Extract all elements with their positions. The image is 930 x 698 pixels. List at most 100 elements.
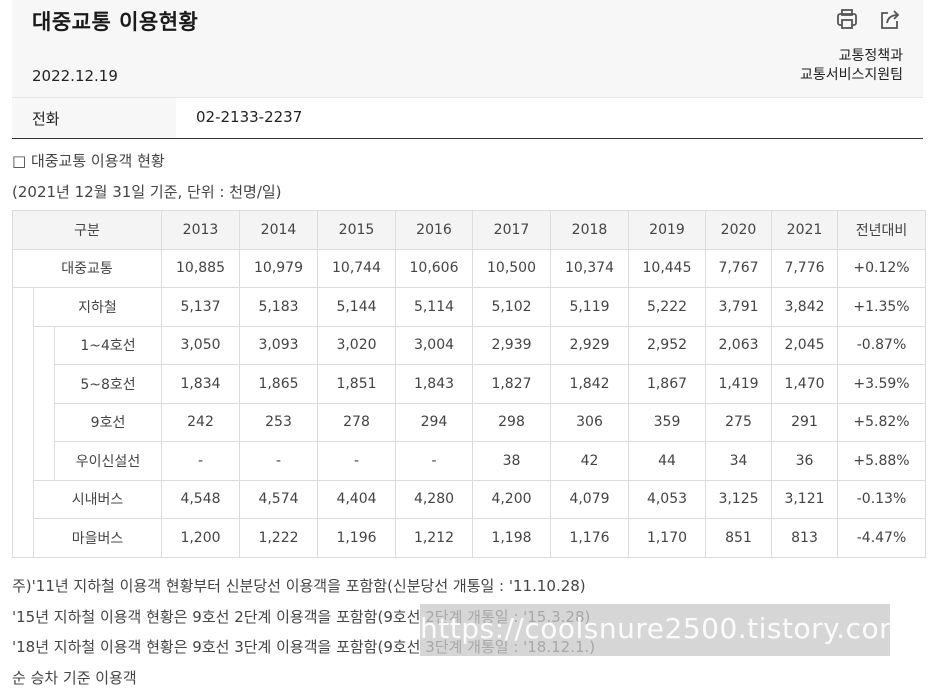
table-cell: 10,744 <box>317 248 396 288</box>
table-cell: 1,842 <box>550 364 629 404</box>
table-cell: -0.87% <box>837 325 926 365</box>
row-label: 9호선 <box>54 402 162 442</box>
header-cell: 2013 <box>161 210 240 250</box>
section-title: □ 대중교통 이용객 현황 <box>12 152 165 170</box>
table-cell: 3,121 <box>771 479 838 519</box>
table-cell: 10,885 <box>161 248 240 288</box>
watermark-text: https://coolsnure2500.tistory.com <box>420 612 907 645</box>
header-cell: 2015 <box>317 210 396 250</box>
table-cell: - <box>395 441 473 481</box>
table-cell: 7,767 <box>705 248 772 288</box>
table-cell: - <box>161 441 240 481</box>
header-cell: 2018 <box>550 210 629 250</box>
share-icon[interactable] <box>877 6 903 32</box>
table-row: 우이신설선 - - - - 38 42 44 34 36 +5.88% <box>13 441 926 481</box>
table-cell: 7,776 <box>771 248 838 288</box>
row-label: 마을버스 <box>33 518 162 558</box>
contact-row: 전화 02-2133-2237 <box>12 97 923 139</box>
department-info: 교통정책과 교통서비스지원팀 <box>800 47 903 85</box>
header-cell: 2014 <box>239 210 318 250</box>
header-cell: 2021 <box>771 210 838 250</box>
table-cell: 242 <box>161 402 240 442</box>
table-cell: 3,125 <box>705 479 772 519</box>
table-cell: +3.59% <box>837 364 926 404</box>
row-label: 지하철 <box>33 287 162 327</box>
table-cell: 34 <box>705 441 772 481</box>
table-cell: 1,419 <box>705 364 772 404</box>
table-cell: 1,867 <box>628 364 706 404</box>
table-row: 시내버스 4,548 4,574 4,404 4,280 4,200 4,079… <box>13 479 926 519</box>
table-row: 5~8호선 1,834 1,865 1,851 1,843 1,827 1,84… <box>13 364 926 404</box>
table-cell: +5.88% <box>837 441 926 481</box>
page-header: 대중교통 이용현황 2022.12.19 교통정책과 교통서비스지원팀 <box>12 0 923 97</box>
page-title: 대중교통 이용현황 <box>32 10 199 34</box>
table-cell: 253 <box>239 402 318 442</box>
table-cell: 3,842 <box>771 287 838 327</box>
table-cell: 278 <box>317 402 396 442</box>
table-cell: +5.82% <box>837 402 926 442</box>
table-cell: 2,063 <box>705 325 772 365</box>
table-cell: - <box>317 441 396 481</box>
header-cell: 2017 <box>472 210 551 250</box>
table-cell: 44 <box>628 441 706 481</box>
table-cell: 1,170 <box>628 518 706 558</box>
post-date: 2022.12.19 <box>32 67 118 85</box>
table-cell: 275 <box>705 402 772 442</box>
table-row: 지하철 5,137 5,183 5,144 5,114 5,102 5,119 … <box>12 287 926 558</box>
table-cell: 1,834 <box>161 364 240 404</box>
table-cell: 10,374 <box>550 248 629 288</box>
table-cell: 1,851 <box>317 364 396 404</box>
table-cell: -4.47% <box>837 518 926 558</box>
department-name: 교통정책과 <box>838 48 903 64</box>
table-header-row: 구분 2013 2014 2015 2016 2017 2018 2019 20… <box>12 210 926 250</box>
table-cell: 10,979 <box>239 248 318 288</box>
phone-label-cell: 전화 <box>12 98 176 138</box>
table-cell: 5,222 <box>628 287 706 327</box>
table-cell: 10,500 <box>472 248 551 288</box>
table-cell: 3,020 <box>317 325 396 365</box>
table-row: 대중교통 10,885 10,979 10,744 10,606 10,500 … <box>12 248 926 288</box>
table-row: 9호선 242 253 278 294 298 306 359 275 291 … <box>13 402 926 442</box>
table-cell: +1.35% <box>837 287 926 327</box>
table-cell: 298 <box>472 402 551 442</box>
table-cell: 1,212 <box>395 518 473 558</box>
table-row: 마을버스 1,200 1,222 1,196 1,212 1,198 1,176… <box>13 518 926 558</box>
header-cell: 2020 <box>705 210 772 250</box>
row-label: 대중교통 <box>12 248 162 288</box>
table-cell: 1,200 <box>161 518 240 558</box>
table-cell: 359 <box>628 402 706 442</box>
ridership-table: 구분 2013 2014 2015 2016 2017 2018 2019 20… <box>12 210 926 558</box>
table-cell: 3,050 <box>161 325 240 365</box>
watermark-overlay: https://coolsnure2500.tistory.com <box>420 604 906 656</box>
table-cell: 2,929 <box>550 325 629 365</box>
header-cell: 구분 <box>12 210 162 250</box>
table-cell: 10,606 <box>395 248 473 288</box>
table-cell: 4,200 <box>472 479 551 519</box>
table-cell: 42 <box>550 441 629 481</box>
table-cell: 4,079 <box>550 479 629 519</box>
table-cell: 10,445 <box>628 248 706 288</box>
team-name: 교통서비스지원팀 <box>799 67 903 83</box>
print-icon[interactable] <box>834 6 860 32</box>
table-cell: 4,053 <box>628 479 706 519</box>
table-cell: 3,004 <box>395 325 473 365</box>
table-cell: 291 <box>771 402 838 442</box>
phone-number: 02-2133-2237 <box>196 108 303 126</box>
footnote: 주)'11년 지하철 이용객 현황부터 신분당선 이용객을 포함함(신분당선 개… <box>12 577 586 595</box>
table-cell: 2,939 <box>472 325 551 365</box>
table-cell: 5,119 <box>550 287 629 327</box>
table-cell: 1,176 <box>550 518 629 558</box>
table-cell: 1,827 <box>472 364 551 404</box>
table-cell: 306 <box>550 402 629 442</box>
table-cell: - <box>239 441 318 481</box>
row-label: 우이신설선 <box>54 441 162 481</box>
header-cell: 전년대비 <box>837 210 926 250</box>
table-cell: 2,045 <box>771 325 838 365</box>
table-cell: 2,952 <box>628 325 706 365</box>
table-cell: 851 <box>705 518 772 558</box>
table-cell: 813 <box>771 518 838 558</box>
table-cell: 3,791 <box>705 287 772 327</box>
table-cell: 5,137 <box>161 287 240 327</box>
table-cell: 3,093 <box>239 325 318 365</box>
table-cell: -0.13% <box>837 479 926 519</box>
